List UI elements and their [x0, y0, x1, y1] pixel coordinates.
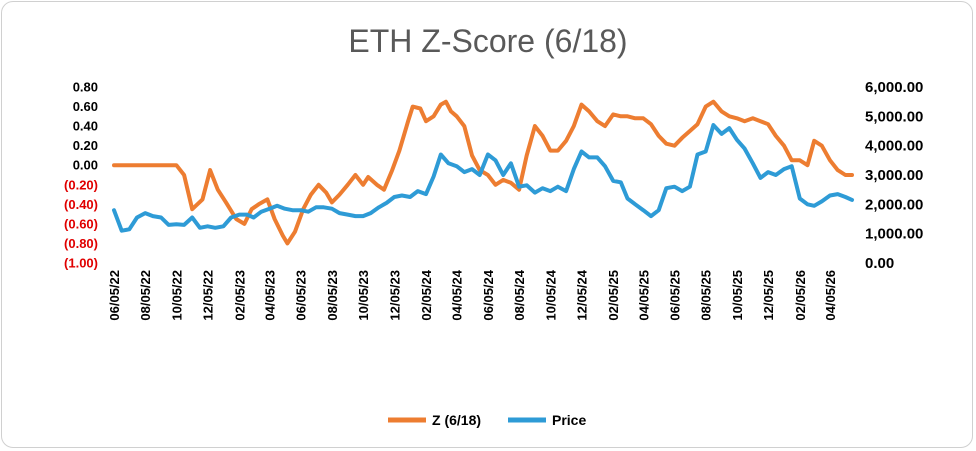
- chart-title: ETH Z-Score (6/18): [348, 23, 627, 59]
- x-tick-label: 12/05/25: [761, 270, 776, 321]
- y-left-tick-label: 0.60: [73, 99, 98, 114]
- z-score-line: [112, 99, 854, 246]
- y-left-tick-label: 0.20: [73, 138, 98, 153]
- y-left-tick-label: (1.00): [64, 256, 98, 271]
- y-right-axis: 6,000.00 5,000.00 4,000.00 3,000.00 2,000.00…: [865, 79, 923, 272]
- y-right-tick-label: 5,000.00: [865, 108, 923, 125]
- x-tick-label: 02/05/25: [606, 270, 621, 321]
- x-tick-label: 06/05/23: [294, 270, 309, 321]
- y-right-tick-label: 1,000.00: [865, 226, 923, 243]
- y-left-tick-label: 0.40: [73, 119, 98, 134]
- y-right-tick-label: 4,000.00: [865, 138, 923, 155]
- x-tick-label: 06/05/25: [668, 270, 683, 321]
- y-left-tick-label: 0.00: [73, 158, 98, 173]
- y-right-tick-label: 3,000.00: [865, 167, 923, 184]
- y-right-tick-label: 6,000.00: [865, 79, 923, 96]
- x-tick-label: 04/05/25: [636, 270, 651, 321]
- x-tick-label: 10/05/25: [730, 270, 745, 321]
- x-tick-label: 06/05/24: [481, 269, 496, 320]
- x-tick-label: 10/05/24: [543, 269, 558, 320]
- legend-label-price: Price: [552, 412, 586, 428]
- price-line: [112, 123, 854, 233]
- x-tick-label: 02/05/26: [793, 270, 808, 321]
- y-right-tick-label: 2,000.00: [865, 196, 923, 213]
- x-tick-label: 06/05/22: [107, 270, 122, 321]
- y-left-tick-label: (0.80): [64, 236, 98, 251]
- y-left-tick-label: (0.20): [64, 177, 98, 192]
- x-tick-label: 04/05/24: [450, 269, 465, 320]
- y-left-tick-label: (0.40): [64, 197, 98, 212]
- x-tick-label: 08/05/24: [512, 269, 527, 320]
- x-tick-label: 12/05/23: [387, 270, 402, 321]
- series-lines: [112, 99, 854, 246]
- y-left-tick-label: 0.80: [73, 80, 98, 95]
- x-axis: 06/05/22 08/05/22 10/05/22 12/05/22 02/05/23…: [107, 269, 838, 320]
- x-tick-label: 12/05/22: [201, 270, 216, 321]
- x-tick-label: 04/05/26: [823, 270, 838, 321]
- x-tick-label: 02/05/23: [232, 270, 247, 321]
- y-left-tick-label: (0.60): [64, 216, 98, 231]
- legend: Z (6/18) Price: [388, 412, 586, 428]
- x-tick-label: 12/05/24: [574, 269, 589, 320]
- legend-label-z: Z (6/18): [432, 412, 481, 428]
- x-tick-label: 08/05/22: [138, 270, 153, 321]
- y-left-axis: 0.80 0.60 0.40 0.20 0.00 (0.20) (0.40) (0.60) (0…: [64, 80, 98, 271]
- x-tick-label: 04/05/23: [262, 270, 277, 321]
- x-tick-label: 10/05/22: [169, 270, 184, 321]
- x-tick-label: 02/05/24: [419, 269, 434, 320]
- x-tick-label: 10/05/23: [356, 270, 371, 321]
- y-right-tick-label: 0.00: [865, 255, 894, 272]
- x-tick-label: 08/05/23: [325, 270, 340, 321]
- x-tick-label: 08/05/25: [699, 270, 714, 321]
